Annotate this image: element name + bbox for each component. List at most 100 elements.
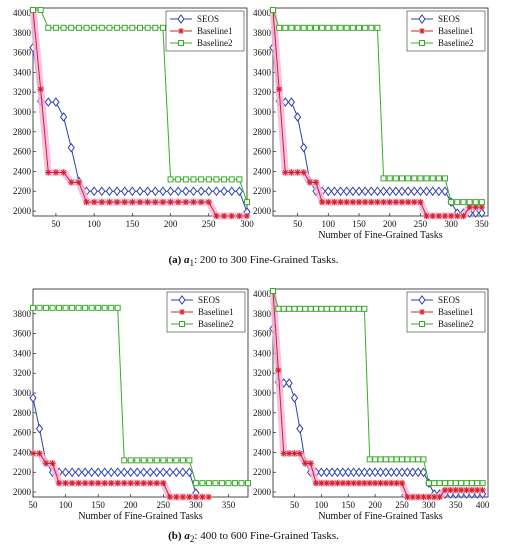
data-point-0-2-4: [60, 24, 67, 31]
data-point-0-1-27: [236, 213, 243, 219]
data-point-3-2-21: [382, 456, 389, 463]
x-tick-label-0-0: 50: [51, 219, 61, 229]
data-point-2-1-23: [179, 494, 186, 500]
data-point-2-0-17: [140, 467, 148, 478]
data-point-1-1-28-stroke-3: [442, 213, 448, 219]
data-point-1-0-23: [410, 186, 418, 197]
data-point-0-0-27: [235, 186, 243, 197]
data-point-0-1-14: [137, 199, 143, 206]
data-point-1-1-31-stroke-3: [460, 213, 467, 219]
data-point-2-2-29: [218, 480, 225, 487]
data-point-1-1-5: [300, 169, 307, 176]
y-tick-label-0-10: 4000: [13, 8, 32, 18]
data-point-3-2-11: [329, 305, 336, 312]
data-point-1-1-1-stroke-3: [276, 86, 282, 92]
data-point-2-2-21: [166, 457, 173, 464]
data-point-1-1-5-stroke-3: [301, 169, 307, 176]
data-point-3-2-37: [468, 480, 475, 487]
data-point-3-2-4: [291, 305, 298, 312]
data-point-0-1-6-stroke-3: [76, 179, 82, 185]
data-point-0-0-5: [67, 142, 75, 153]
legend-label-1-1: Baseline1: [438, 26, 474, 36]
data-point-3-1-35-stroke-3: [458, 487, 464, 493]
data-point-3-0-13: [339, 467, 347, 478]
y-tick-label-1-8: 3600: [253, 48, 272, 58]
data-point-2-0-7: [74, 467, 83, 478]
data-point-2-1-21-stroke-3: [167, 494, 173, 500]
x-tick-label-3-7: 400: [476, 500, 490, 510]
y-tick-label-2-0: 2000: [13, 487, 32, 497]
data-point-3-0-10: [323, 467, 331, 478]
data-point-1-1-26: [429, 213, 436, 219]
data-point-3-0-9: [317, 467, 325, 478]
data-point-1-2-12: [343, 24, 350, 31]
data-point-1-1-10-stroke-3: [331, 199, 338, 205]
x-axis-label-1: Number of Fine-Grained Tasks: [318, 230, 442, 241]
y-tick-label-0-7: 3400: [13, 67, 32, 77]
data-point-1-0-34: [478, 208, 486, 218]
data-point-3-1-2-stroke-3: [281, 450, 287, 457]
data-point-2-1-19: [153, 480, 160, 487]
data-point-2-1-12-stroke-3: [108, 480, 114, 486]
caption-b-var: a: [184, 530, 190, 542]
data-point-3-1-33: [447, 487, 454, 494]
y-tick-label-1-4: 2800: [253, 127, 272, 137]
data-point-2-2-12: [108, 304, 115, 311]
data-point-3-0-26: [409, 467, 417, 478]
y-tick-label-1-10: 4000: [253, 8, 272, 18]
data-point-0-1-9: [98, 199, 105, 206]
data-point-3-1-1-stroke-3: [275, 367, 281, 373]
data-point-2-2-24: [186, 457, 193, 464]
data-point-1-1-34-stroke-3: [479, 204, 485, 210]
y-tick-label-1-9: 3800: [253, 28, 272, 38]
data-point-2-1-18-stroke-3: [147, 480, 153, 486]
data-point-0-1-11: [114, 199, 121, 206]
x-tick-label-2-3: 200: [124, 500, 138, 510]
data-point-0-1-2-stroke-3: [45, 169, 51, 176]
data-point-2-1-27: [205, 494, 212, 500]
data-point-2-1-7: [75, 480, 82, 487]
legend-marker-0-2: [178, 40, 184, 46]
data-point-2-0-15: [127, 467, 135, 478]
data-point-3-1-10-stroke-3: [324, 480, 330, 486]
data-point-1-1-2: [282, 169, 289, 176]
data-point-1-1-16-stroke-3: [368, 199, 374, 205]
data-point-2-1-9: [88, 480, 95, 487]
data-point-3-0-23: [393, 467, 401, 478]
data-point-3-2-28: [420, 456, 427, 463]
data-point-2-1-24-stroke-3: [186, 494, 192, 500]
data-point-3-1-9-stroke-3: [318, 480, 324, 486]
data-point-1-2-15: [362, 24, 369, 31]
data-point-0-1-4-stroke-3: [60, 169, 67, 176]
data-point-3-1-23: [393, 480, 400, 487]
y-tick-label-3-1: 2200: [253, 467, 272, 477]
data-point-0-1-19-stroke-3: [175, 199, 181, 205]
data-point-3-1-11-stroke-3: [329, 480, 335, 486]
data-point-3-1-38-stroke-3: [474, 487, 480, 493]
data-point-1-2-27: [435, 175, 442, 182]
caption-b-sub: 2: [189, 534, 195, 545]
data-point-1-2-11: [337, 24, 344, 31]
y-tick-label-0-9: 3800: [13, 28, 32, 38]
series-line-2-1: [33, 452, 209, 498]
y-tick-label-3-5: 3000: [253, 388, 272, 398]
data-point-2-1-18: [147, 480, 154, 487]
chart-panel-2: 50 100 150 200 250 300 350 2000 2200 2400 2600 2800…: [13, 288, 251, 522]
data-point-3-2-6: [302, 305, 309, 312]
x-tick-label-2-0: 50: [29, 500, 39, 510]
data-point-2-2-7: [75, 304, 82, 311]
data-point-3-1-22: [388, 480, 395, 487]
data-point-1-1-10: [331, 199, 338, 206]
data-point-2-1-20: [160, 480, 167, 487]
data-point-2-1-10: [95, 480, 102, 487]
x-axis-label-2: Number of Fine-Grained Tasks: [78, 511, 202, 522]
data-point-1-1-18-stroke-3: [380, 199, 387, 205]
y-tick-label-0-2: 2400: [13, 166, 32, 176]
y-tick-label-0-5: 3000: [13, 107, 32, 117]
data-point-2-2-23: [179, 457, 186, 464]
data-point-1-1-2-stroke-3: [282, 169, 288, 176]
data-point-0-1-24: [213, 213, 220, 219]
data-point-1-2-7: [313, 24, 319, 31]
data-point-2-2-5: [62, 304, 69, 311]
data-point-2-1-26: [199, 494, 206, 500]
